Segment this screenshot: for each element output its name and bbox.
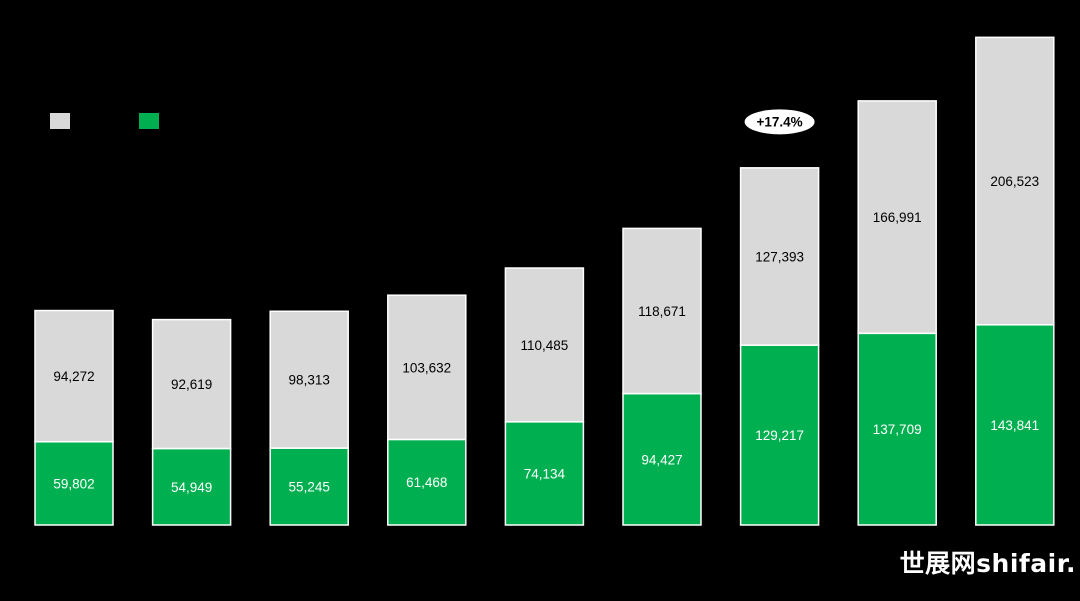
bar-segment-top-2 xyxy=(269,310,349,449)
data-label-top-6: 127,393 xyxy=(755,249,804,264)
bar-segment-top-3 xyxy=(387,294,467,441)
bars-layer xyxy=(34,36,1055,526)
bar-segment-bottom-4 xyxy=(504,421,585,526)
growth-annotation-bubble xyxy=(744,109,815,135)
data-label-top-1: 92,619 xyxy=(171,377,212,392)
bar-segment-top-8 xyxy=(975,36,1055,326)
legend-swatch-green xyxy=(139,113,159,129)
data-label-bottom-2: 55,245 xyxy=(289,480,330,495)
bar-segment-bottom-2 xyxy=(269,447,349,526)
data-label-top-3: 103,632 xyxy=(402,360,451,375)
bar-segment-top-0 xyxy=(34,309,114,443)
bar-segment-bottom-8 xyxy=(975,324,1055,526)
bar-segment-bottom-3 xyxy=(387,438,467,526)
growth-annotation-0: +17.4% xyxy=(744,109,815,135)
bar-segment-bottom-0 xyxy=(34,441,114,526)
labels-layer: 59,802 94,272 54,949 92,619 55,245 98,313 61,4… xyxy=(53,174,1039,495)
bar-segment-top-4 xyxy=(504,267,585,423)
data-label-bottom-0: 59,802 xyxy=(53,476,94,491)
bar-segment-bottom-7 xyxy=(857,332,937,526)
watermark: 世展网shifair. xyxy=(899,549,1076,578)
data-label-top-2: 98,313 xyxy=(289,373,330,388)
data-label-bottom-1: 54,949 xyxy=(171,480,212,495)
bar-segment-top-5 xyxy=(622,227,702,395)
growth-annotation-text: +17.4% xyxy=(757,114,803,129)
annotations-layer: +17.4% xyxy=(744,109,815,135)
data-label-top-8: 206,523 xyxy=(990,174,1039,189)
bar-segment-top-1 xyxy=(151,318,232,450)
bar-segment-bottom-5 xyxy=(622,392,702,526)
bar-segment-bottom-6 xyxy=(739,344,820,526)
data-label-bottom-8: 143,841 xyxy=(990,418,1039,433)
data-label-bottom-7: 137,709 xyxy=(873,422,922,437)
legend-swatch-gray xyxy=(50,113,70,129)
data-label-bottom-3: 61,468 xyxy=(406,475,447,490)
bar-segment-top-7 xyxy=(857,100,937,335)
data-label-top-0: 94,272 xyxy=(53,369,94,384)
data-label-top-7: 166,991 xyxy=(873,210,922,225)
data-label-bottom-4: 74,134 xyxy=(524,466,566,481)
data-label-bottom-6: 129,217 xyxy=(755,428,804,443)
bar-segment-top-6 xyxy=(739,167,820,346)
data-label-top-4: 110,485 xyxy=(520,338,568,353)
data-label-bottom-5: 94,427 xyxy=(641,452,682,467)
data-label-top-5: 118,671 xyxy=(638,304,686,319)
